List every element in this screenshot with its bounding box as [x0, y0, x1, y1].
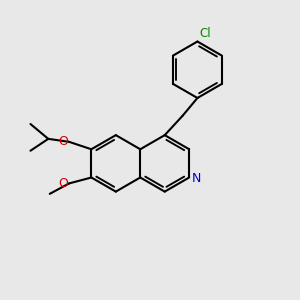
Text: N: N — [192, 172, 202, 185]
Text: O: O — [58, 135, 68, 148]
Text: O: O — [58, 177, 68, 190]
Text: Cl: Cl — [199, 27, 211, 40]
